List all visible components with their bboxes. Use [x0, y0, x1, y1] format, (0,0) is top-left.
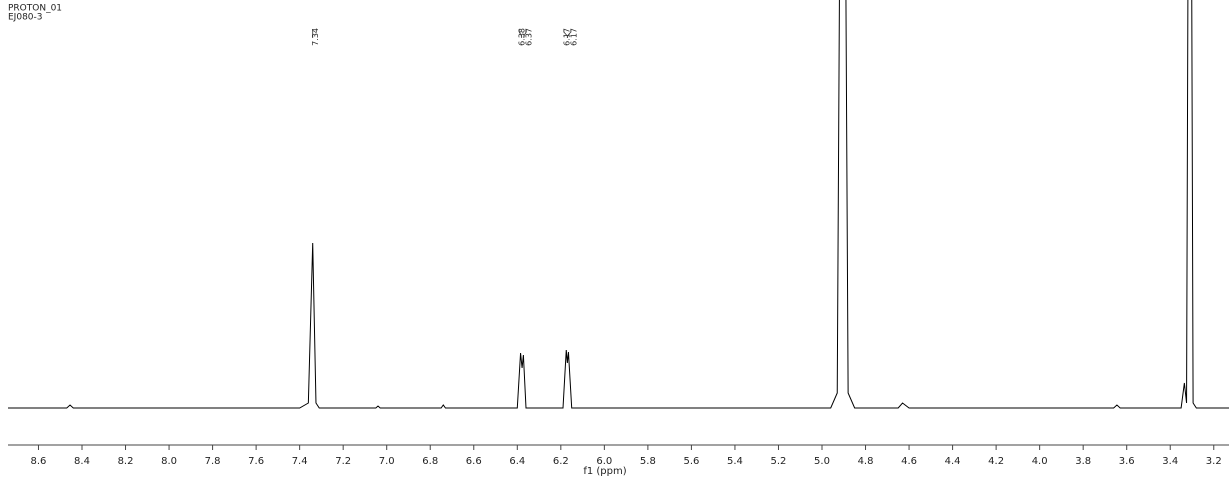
x-axis-label: f1 (ppm): [583, 466, 626, 477]
spectrum: [8, 0, 1229, 409]
x-tick-label: 3.2: [1206, 456, 1222, 467]
peak-label: 7.34: [311, 28, 320, 46]
title-line: EJ080-3: [8, 13, 43, 23]
x-tick-label: 7.2: [335, 456, 351, 467]
x-tick-label: 5.2: [771, 456, 787, 467]
x-tick-label: 7.6: [248, 456, 264, 467]
x-tick-label: 5.0: [814, 456, 830, 467]
peak-connector: [518, 29, 523, 38]
x-tick-label: 8.6: [31, 456, 47, 467]
x-tick-label: 8.4: [74, 456, 90, 467]
x-tick-label: 7.4: [292, 456, 308, 467]
x-tick-label: 5.6: [683, 456, 699, 467]
x-tick-label: 4.2: [988, 456, 1004, 467]
x-tick-label: 6.8: [422, 456, 438, 467]
title-line: PROTON_01: [8, 4, 62, 14]
x-tick-label: 6.4: [509, 456, 525, 467]
x-tick-label: 6.2: [553, 456, 569, 467]
x-tick-label: 4.4: [945, 456, 961, 467]
peak-label: 6.17: [569, 28, 578, 46]
peak-label: 6.37: [525, 28, 534, 46]
x-tick-label: 6.6: [466, 456, 482, 467]
peak-label: 6.17: [562, 28, 571, 46]
x-tick-label: 6.0: [596, 456, 612, 467]
x-tick-label: 4.0: [1032, 456, 1048, 467]
peak-connector: [566, 29, 572, 38]
x-tick-label: 3.8: [1075, 456, 1091, 467]
x-tick-label: 3.4: [1162, 456, 1178, 467]
x-tick-label: 4.8: [858, 456, 874, 467]
x-tick-label: 5.8: [640, 456, 656, 467]
x-tick-label: 4.6: [901, 456, 917, 467]
x-tick-label: 5.4: [727, 456, 743, 467]
x-tick-label: 3.6: [1119, 456, 1135, 467]
peak-connector: [523, 29, 527, 38]
x-tick-label: 8.2: [118, 456, 134, 467]
x-tick-label: 8.0: [161, 456, 177, 467]
peak-label: 6.38: [518, 28, 527, 46]
x-tick-label: 7.0: [379, 456, 395, 467]
x-tick-label: 7.8: [205, 456, 221, 467]
